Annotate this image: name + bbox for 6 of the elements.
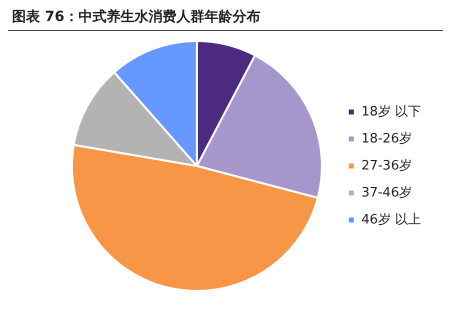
legend-label: 18岁 以下 (361, 104, 422, 120)
legend-label: 46岁 以上 (361, 212, 422, 228)
legend-label: 27-36岁 (361, 158, 412, 174)
chart-title: 图表 76：中式养生水消费人群年龄分布 (12, 8, 260, 26)
legend-label: 18-26岁 (361, 131, 412, 146)
legend-label: 37-46岁 (361, 185, 412, 200)
